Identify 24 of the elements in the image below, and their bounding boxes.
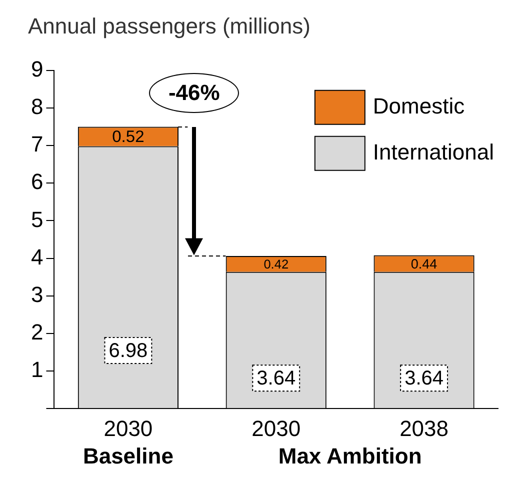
text: Baseline [82,444,174,469]
y-tick-label: 5 [30,206,44,232]
y-tick-label: 3 [30,282,44,307]
y-tick-label: 8 [30,94,44,120]
y-tick-label: 6 [30,169,44,194]
annotation: -46% [149,72,240,113]
chart-title: Annual passengers (millions) [28,13,310,38]
data-label: 3.64 [404,368,444,390]
legend-label: Domestic [372,93,465,118]
x-tick-label: 2038 [400,416,449,441]
y-tick-label: 2 [30,320,44,345]
y-tick-label: 4 [30,244,44,270]
text: Max Ambition [278,444,422,469]
data-label: 0.42 [264,256,289,272]
y-tick-label: 7 [30,132,44,157]
y-tick-label: 1 [30,357,44,382]
legend-label: International [372,139,494,164]
data-label: 0.52 [112,127,144,146]
data-label: 0.44 [410,256,438,272]
x-tick-label: 2030 [104,416,153,441]
data-label: 3.64 [256,368,296,390]
y-tick-label: 9 [30,56,44,82]
x-tick-label: 2030 [252,416,301,441]
data-label: 6.98 [108,340,148,362]
